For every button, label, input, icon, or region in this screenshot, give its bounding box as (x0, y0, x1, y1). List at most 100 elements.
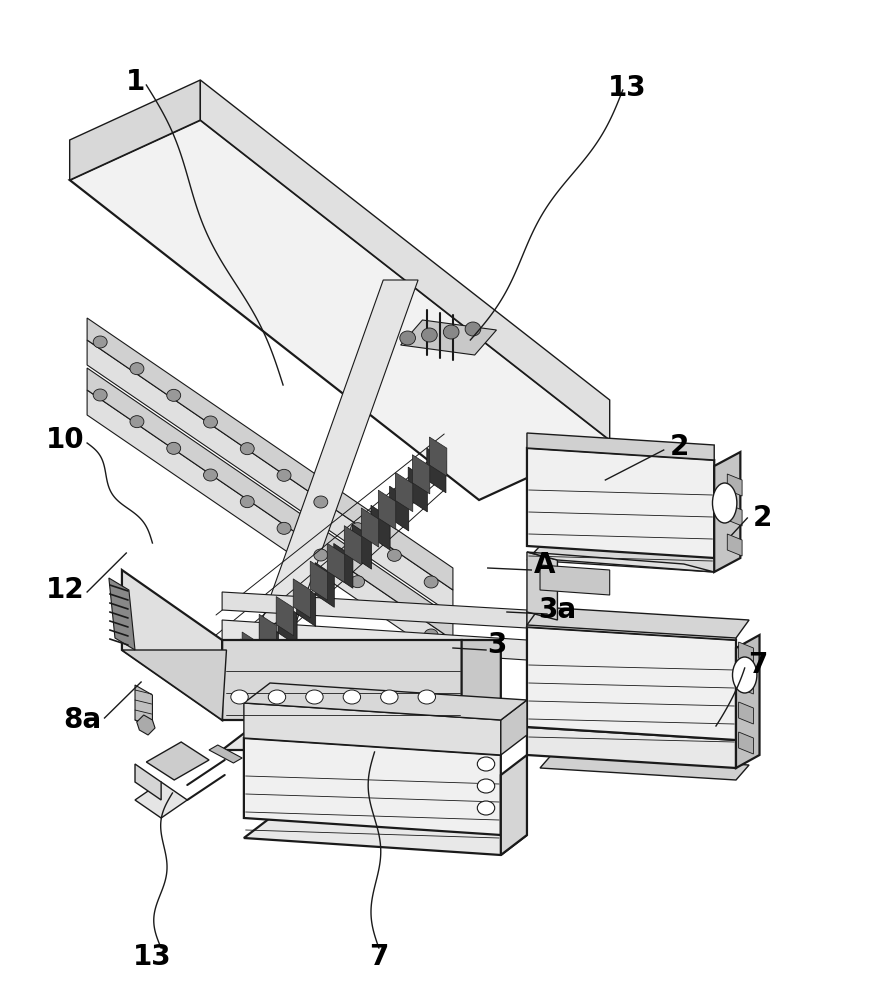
Polygon shape (736, 635, 760, 768)
Polygon shape (244, 818, 527, 855)
Polygon shape (527, 627, 736, 740)
Ellipse shape (388, 602, 402, 614)
Text: 3: 3 (487, 631, 506, 659)
Ellipse shape (465, 322, 481, 336)
Ellipse shape (240, 496, 254, 508)
Ellipse shape (477, 757, 495, 771)
Ellipse shape (204, 469, 218, 481)
Text: 2: 2 (670, 433, 689, 461)
Polygon shape (727, 474, 742, 496)
Polygon shape (462, 640, 501, 750)
Ellipse shape (93, 389, 107, 401)
Polygon shape (361, 508, 379, 547)
Ellipse shape (166, 442, 180, 454)
Ellipse shape (306, 690, 323, 704)
Ellipse shape (477, 779, 495, 793)
Polygon shape (739, 732, 753, 754)
Polygon shape (739, 702, 753, 724)
Polygon shape (389, 486, 408, 531)
Polygon shape (87, 340, 453, 615)
Ellipse shape (712, 483, 737, 523)
Polygon shape (739, 672, 753, 694)
Ellipse shape (204, 416, 218, 428)
Polygon shape (310, 561, 327, 600)
Ellipse shape (130, 363, 144, 375)
Polygon shape (244, 703, 501, 755)
Text: 13: 13 (133, 943, 172, 971)
Ellipse shape (733, 657, 757, 693)
Polygon shape (353, 524, 372, 569)
Ellipse shape (381, 690, 398, 704)
Polygon shape (501, 700, 527, 755)
Polygon shape (226, 280, 418, 720)
Polygon shape (315, 563, 334, 607)
Polygon shape (278, 601, 297, 646)
Ellipse shape (388, 549, 402, 561)
Polygon shape (70, 80, 200, 180)
Polygon shape (344, 526, 361, 565)
Ellipse shape (400, 331, 415, 345)
Ellipse shape (240, 443, 254, 455)
Polygon shape (727, 504, 742, 526)
Ellipse shape (418, 690, 436, 704)
Ellipse shape (351, 523, 365, 535)
Polygon shape (401, 320, 496, 355)
Polygon shape (109, 578, 135, 650)
Polygon shape (122, 650, 226, 720)
Polygon shape (294, 579, 311, 618)
Ellipse shape (277, 469, 291, 481)
Polygon shape (137, 715, 155, 735)
Ellipse shape (268, 690, 286, 704)
Ellipse shape (314, 496, 327, 508)
Text: 7: 7 (748, 651, 767, 679)
Ellipse shape (443, 325, 459, 339)
Polygon shape (727, 534, 742, 556)
Ellipse shape (351, 576, 365, 588)
Ellipse shape (231, 690, 248, 704)
Polygon shape (222, 720, 501, 750)
Text: 8a: 8a (64, 706, 102, 734)
Ellipse shape (277, 522, 291, 534)
Polygon shape (260, 620, 279, 665)
Polygon shape (527, 612, 736, 640)
Polygon shape (501, 755, 527, 855)
Polygon shape (222, 592, 527, 628)
Polygon shape (222, 658, 241, 703)
Polygon shape (87, 368, 453, 640)
Polygon shape (87, 390, 453, 665)
Polygon shape (260, 614, 277, 653)
Polygon shape (527, 727, 736, 768)
Polygon shape (408, 467, 428, 512)
Polygon shape (87, 318, 453, 590)
Polygon shape (70, 120, 610, 500)
Polygon shape (371, 505, 390, 550)
Ellipse shape (422, 328, 437, 342)
Ellipse shape (166, 389, 180, 401)
Ellipse shape (130, 416, 144, 428)
Text: 10: 10 (46, 426, 84, 454)
Text: 1: 1 (125, 68, 145, 96)
Text: 7: 7 (369, 943, 388, 971)
Polygon shape (135, 782, 187, 818)
Polygon shape (395, 472, 413, 512)
Polygon shape (146, 742, 209, 780)
Polygon shape (429, 437, 447, 476)
Polygon shape (296, 582, 315, 626)
Text: 12: 12 (46, 576, 84, 604)
Text: 13: 13 (608, 74, 646, 102)
Ellipse shape (424, 629, 438, 641)
Polygon shape (327, 543, 345, 583)
Polygon shape (122, 570, 222, 720)
Polygon shape (222, 640, 462, 720)
Polygon shape (244, 738, 501, 835)
Polygon shape (527, 546, 727, 572)
Polygon shape (527, 552, 714, 572)
Polygon shape (427, 448, 446, 493)
Polygon shape (739, 642, 753, 664)
Polygon shape (527, 607, 749, 638)
Ellipse shape (424, 576, 438, 588)
Polygon shape (222, 620, 527, 660)
Polygon shape (378, 490, 395, 529)
Polygon shape (334, 543, 353, 588)
Polygon shape (135, 764, 161, 800)
